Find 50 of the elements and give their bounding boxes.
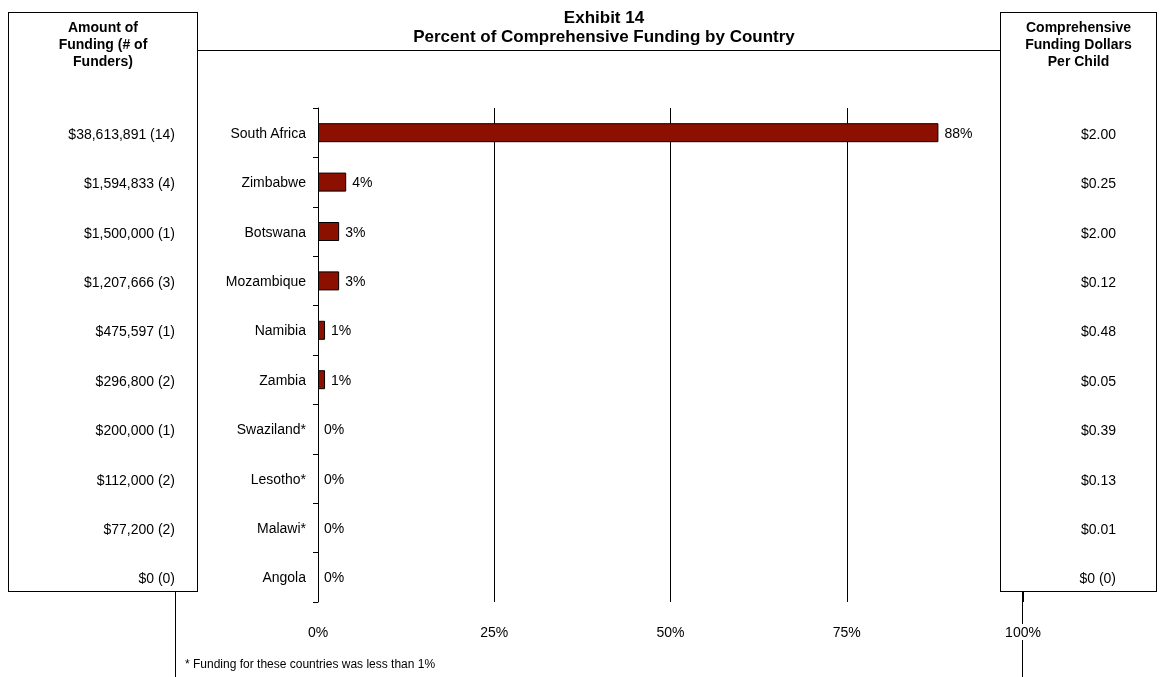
text: $0.48 xyxy=(1080,322,1116,341)
y-tick-label: Mozambique xyxy=(225,272,307,289)
text: $38,613,891 (14) xyxy=(68,124,175,143)
x-tick-label: 100% xyxy=(1005,624,1041,640)
data-label: 0% xyxy=(324,519,345,536)
text: $1,594,833 (4) xyxy=(83,174,175,193)
text: $200,000 (1) xyxy=(95,421,175,440)
text: $2.00 xyxy=(1080,223,1116,242)
text: * Funding for these countries was less than 1% xyxy=(185,657,436,671)
text: $475,597 (1) xyxy=(95,322,175,341)
data-label: 3% xyxy=(345,272,366,289)
text: Amount of Funding (# of Funders) xyxy=(57,19,149,70)
y-tick-label: Malawi* xyxy=(256,519,307,536)
y-tick-label: Lesotho* xyxy=(250,470,307,487)
y-tick-label: Botswana xyxy=(244,223,307,240)
y-tick-label: Angola xyxy=(262,569,307,586)
data-label: 88% xyxy=(944,124,973,141)
text: $296,800 (2) xyxy=(95,371,175,390)
text: $112,000 (2) xyxy=(96,470,175,489)
chart-subtitle: Percent of Comprehensive Funding by Country xyxy=(413,27,796,46)
chart-title: Exhibit 14 xyxy=(563,8,645,27)
data-label: 0% xyxy=(324,470,345,487)
x-tick-label: 75% xyxy=(832,624,861,640)
text: $0.01 xyxy=(1080,519,1116,538)
text: $0.05 xyxy=(1080,371,1116,390)
data-label: 1% xyxy=(331,371,352,388)
text: $2.00 xyxy=(1080,124,1116,143)
y-tick-label: Namibia xyxy=(254,322,307,339)
y-tick-label: Zimbabwe xyxy=(241,174,307,191)
text: $0.25 xyxy=(1080,174,1116,193)
text: $77,200 (2) xyxy=(103,519,175,538)
data-label: 3% xyxy=(345,223,366,240)
data-label: 1% xyxy=(331,322,352,339)
text: $0 (0) xyxy=(1079,569,1116,588)
text: Comprehensive Funding Dollars Per Child xyxy=(1024,19,1133,70)
y-tick-label: South Africa xyxy=(230,124,307,141)
y-tick-label: Zambia xyxy=(259,371,307,388)
data-label: 4% xyxy=(352,174,373,191)
text: $1,500,000 (1) xyxy=(83,223,175,242)
text: $0 (0) xyxy=(138,569,175,588)
text: $0.13 xyxy=(1080,470,1116,489)
data-label: 0% xyxy=(324,569,345,586)
text: $0.12 xyxy=(1080,272,1116,291)
data-label: 0% xyxy=(324,421,345,438)
text: $0.39 xyxy=(1080,421,1116,440)
y-tick-label: Swaziland* xyxy=(236,421,307,438)
x-tick-label: 0% xyxy=(307,624,329,640)
x-tick-label: 25% xyxy=(480,624,509,640)
text: $1,207,666 (3) xyxy=(83,272,175,291)
x-tick-label: 50% xyxy=(656,624,685,640)
